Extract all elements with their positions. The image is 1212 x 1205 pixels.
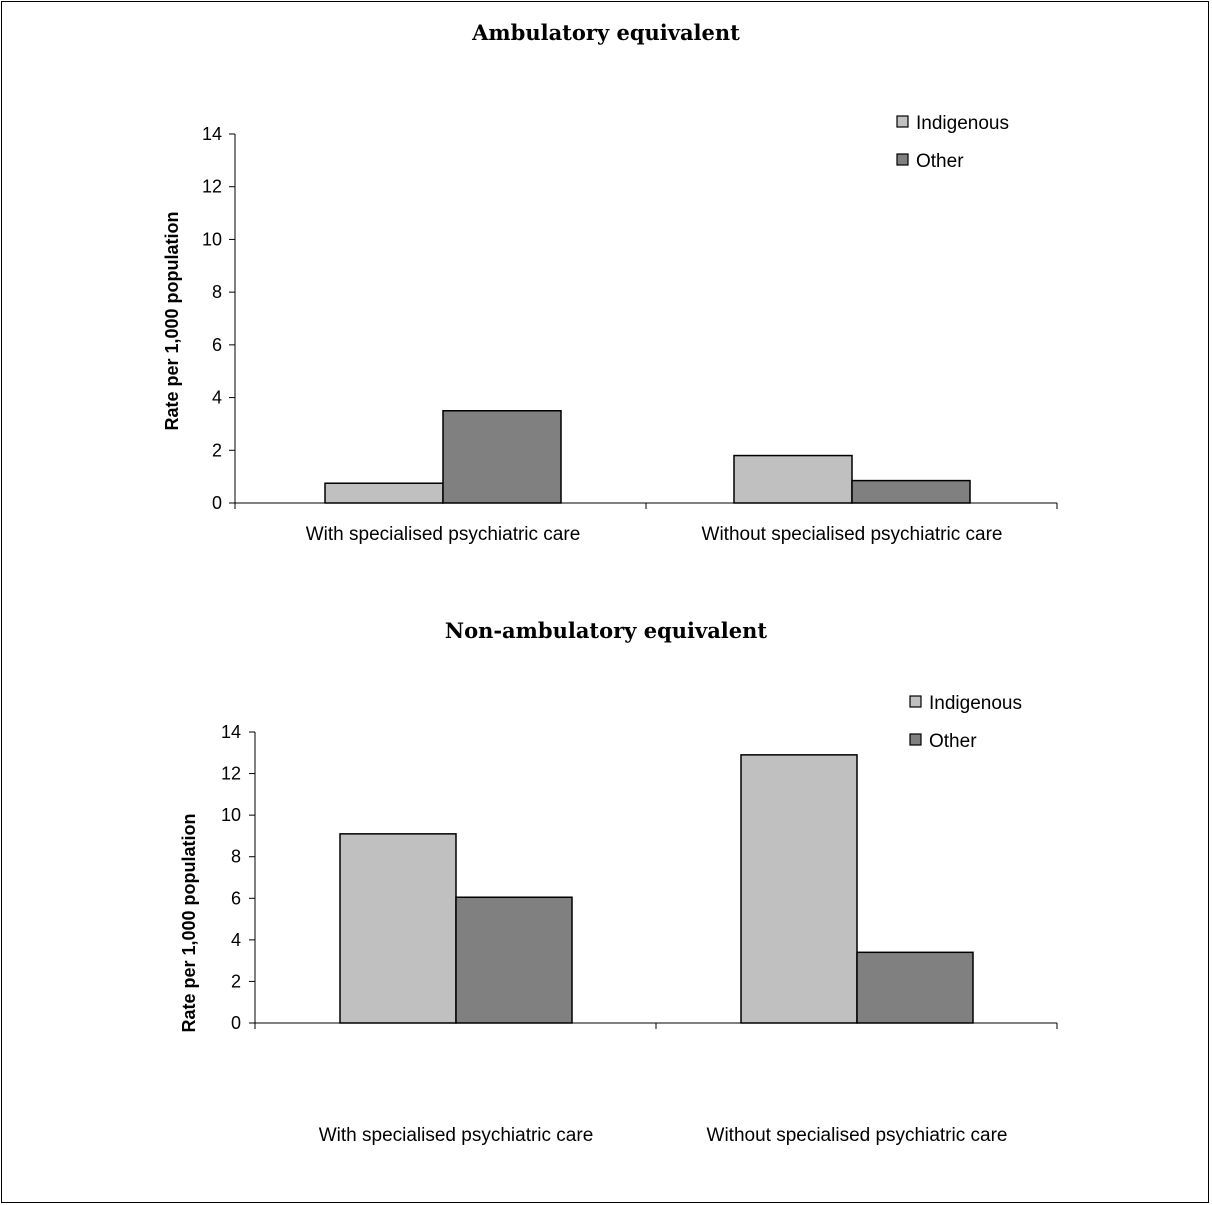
y-tick-label: 12 — [221, 764, 241, 784]
bar-other — [455, 896, 573, 1024]
x-category-label: Without specialised psychiatric care — [702, 524, 1003, 545]
bar-other — [442, 410, 562, 504]
bar-other — [856, 951, 974, 1024]
bar-indigenous — [324, 482, 444, 504]
y-tick-label: 4 — [231, 930, 241, 950]
bar-other — [851, 479, 971, 504]
y-tick-label: 8 — [212, 282, 222, 302]
legend-label-other: Other — [916, 151, 964, 172]
legend-label-indigenous: Indigenous — [929, 693, 1022, 714]
chart-title: Ambulatory equivalent — [471, 20, 740, 45]
y-tick-label: 2 — [231, 971, 241, 991]
chart-title: Non-ambulatory equivalent — [445, 618, 768, 643]
y-tick-label: 4 — [212, 388, 222, 408]
legend-label-indigenous: Indigenous — [916, 113, 1009, 134]
y-tick-label: 2 — [212, 440, 222, 460]
y-tick-label: 6 — [212, 335, 222, 355]
y-tick-label: 8 — [231, 847, 241, 867]
y-tick-label: 14 — [221, 722, 241, 742]
y-tick-label: 10 — [221, 805, 241, 825]
y-tick-label: 6 — [231, 888, 241, 908]
y-axis-label: Rate per 1,000 population — [179, 813, 199, 1032]
chart-2: Non-ambulatory equivalent Rate per 1,000 … — [179, 618, 1058, 1146]
y-axis-label: Rate per 1,000 population — [162, 211, 182, 430]
x-category-label: With specialised psychiatric care — [319, 1125, 594, 1146]
x-category-label: Without specialised psychiatric care — [707, 1125, 1008, 1146]
chart-1: Ambulatory equivalent Rate per 1,000 popu… — [162, 20, 1058, 545]
y-tick-label: 14 — [202, 124, 222, 144]
y-tick-label: 10 — [202, 229, 222, 249]
legend-swatch-indigenous — [896, 115, 909, 128]
legend-swatch-other — [896, 153, 909, 166]
bar-indigenous — [733, 454, 853, 504]
y-tick-label: 0 — [231, 1013, 241, 1033]
bar-indigenous — [740, 754, 858, 1024]
legend-swatch-other — [909, 733, 922, 746]
x-category-label: With specialised psychiatric care — [306, 524, 581, 545]
y-tick-label: 0 — [212, 493, 222, 513]
bar-indigenous — [339, 833, 457, 1024]
legend-swatch-indigenous — [909, 695, 922, 708]
legend-label-other: Other — [929, 731, 977, 752]
y-tick-label: 12 — [202, 177, 222, 197]
